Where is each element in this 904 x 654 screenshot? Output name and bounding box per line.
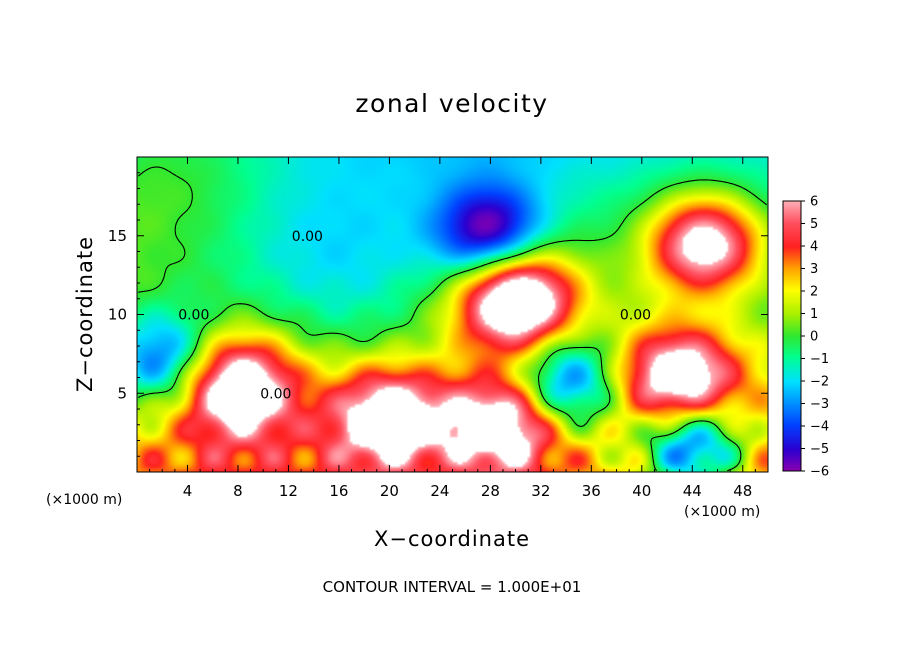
x-tick-label: 32 <box>531 482 550 500</box>
contour-label: 0.00 <box>620 308 651 324</box>
colorbar-ramp <box>782 200 802 472</box>
x-axis: 4 8 12 16 20 24 28 32 36 40 44 48 <box>149 157 756 500</box>
x-tick-label: 20 <box>380 482 399 500</box>
x-tick-label: 12 <box>279 482 298 500</box>
colorbar-tick-label: 3 <box>810 262 818 277</box>
colorbar-tick-label: −4 <box>810 420 829 435</box>
colorbar-tick-label: 2 <box>810 285 818 300</box>
y-tick-label: 5 <box>117 384 127 402</box>
colorbar-tick-label: −2 <box>810 375 829 390</box>
x-tick-label: 8 <box>233 482 243 500</box>
colorbar-tick-label: 0 <box>810 330 818 345</box>
x-unit-label-left: (×1000 m) <box>46 492 122 508</box>
colorbar-tick-label: −1 <box>810 352 829 367</box>
colorbar: 6 5 4 3 2 1 0 −1 −2 −3 −4 −5 −6 <box>782 195 829 480</box>
x-tick-label: 24 <box>430 482 449 500</box>
y-axis: 5 10 15 <box>108 172 768 457</box>
x-tick-label: 28 <box>481 482 500 500</box>
chart-title: zonal velocity <box>355 89 548 118</box>
y-tick-label: 10 <box>108 306 127 324</box>
y-axis-title: Z−coordinate <box>73 236 97 392</box>
heatmap-field <box>137 157 768 472</box>
contour-interval-note: CONTOUR INTERVAL = 1.000E+01 <box>323 578 582 596</box>
x-tick-label: 40 <box>632 482 651 500</box>
contour-labels: 0.00 0.00 0.00 0.00 <box>178 229 651 403</box>
x-tick-label: 36 <box>582 482 601 500</box>
colorbar-tick-label: 4 <box>810 240 818 255</box>
x-tick-label: 48 <box>733 482 752 500</box>
field-raster <box>137 157 768 472</box>
colorbar-tick-label: 5 <box>810 217 818 232</box>
x-axis-title: X−coordinate <box>374 527 530 551</box>
contour-label: 0.00 <box>178 308 209 324</box>
colorbar-tick-label: 1 <box>810 307 818 322</box>
x-tick-label: 4 <box>183 482 193 500</box>
colorbar-tick-label: −5 <box>810 442 829 457</box>
contour-label: 0.00 <box>260 386 291 402</box>
contour-label: 0.00 <box>292 229 323 245</box>
x-tick-label: 16 <box>329 482 348 500</box>
y-tick-label: 15 <box>108 227 127 245</box>
colorbar-tick-label: −3 <box>810 397 829 412</box>
x-tick-label: 44 <box>683 482 702 500</box>
colorbar-tick-label: −6 <box>810 465 829 480</box>
colorbar-tick-label: 6 <box>810 195 818 210</box>
zero-contours <box>137 166 768 472</box>
x-unit-label-right: (×1000 m) <box>684 504 760 520</box>
zero-contour-line <box>137 166 768 472</box>
colorbar-ticks: 6 5 4 3 2 1 0 −1 −2 −3 −4 −5 −6 <box>801 195 829 480</box>
